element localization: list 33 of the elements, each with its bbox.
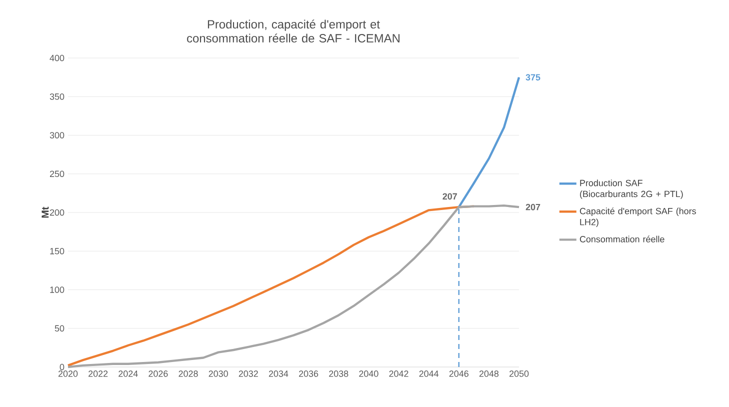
x-tick-label: 2042 <box>389 370 408 377</box>
x-tick-label: 2022 <box>88 370 108 377</box>
legend-label: Production SAF (Biocarburants 2G + PTL) <box>580 180 683 199</box>
chart-title: Production, capacité d'emport et consommation réelle de SAF - ICEMAN <box>187 20 400 42</box>
legend-label: Consommation réelle <box>580 236 664 242</box>
x-tick-label: 2032 <box>238 370 258 377</box>
y-tick-label: 100 <box>50 286 64 293</box>
x-tick-label: 2036 <box>299 370 318 377</box>
x-tick-label: 2040 <box>359 370 378 377</box>
data-label: 375 <box>526 74 540 80</box>
y-tick-label: 300 <box>50 132 64 138</box>
data-label: 207 <box>526 204 540 210</box>
data-label: 207 <box>442 193 457 200</box>
x-tick-label: 2026 <box>148 370 168 377</box>
x-tick-label: 2030 <box>208 370 228 377</box>
y-tick-label: 200 <box>50 209 64 216</box>
x-tick-label: 2044 <box>419 370 439 377</box>
x-tick-label: 2028 <box>178 370 198 377</box>
y-tick-label: 150 <box>50 248 64 254</box>
y-tick-label: 50 <box>54 325 64 332</box>
y-tick-label: 350 <box>50 93 64 100</box>
x-tick-label: 2050 <box>509 370 529 377</box>
x-tick-label: 2048 <box>479 370 499 377</box>
legend-label: Capacité d'emport SAF (hors LH2) <box>580 208 696 227</box>
x-tick-label: 2034 <box>268 370 288 377</box>
y-tick-label: 0 <box>60 364 64 370</box>
x-tick-label: 2020 <box>58 370 78 377</box>
x-tick-label: 2046 <box>449 370 468 377</box>
x-tick-label: 2024 <box>118 370 138 377</box>
x-tick-label: 2038 <box>329 370 348 377</box>
y-tick-label: 250 <box>50 170 64 178</box>
y-tick-label: 400 <box>50 54 64 62</box>
y-axis-title: Mt <box>42 206 49 218</box>
